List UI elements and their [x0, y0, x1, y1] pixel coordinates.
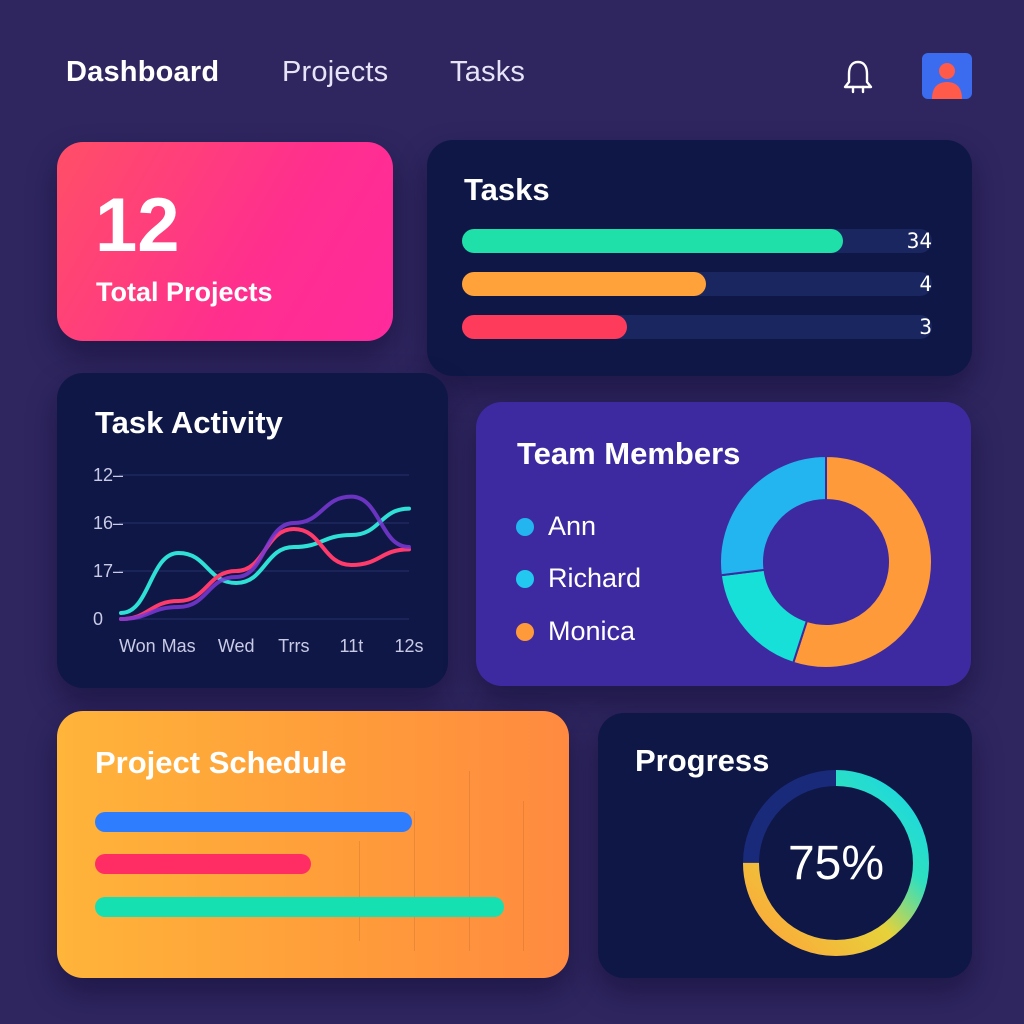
tasks-card-title: Tasks: [464, 172, 550, 207]
activity-x-tick: Trrs: [278, 636, 309, 656]
task-bar-value: 34: [906, 229, 932, 253]
task-activity-card[interactable]: Task Activity 12– 16– 17– 0 Won Mas Wed Trrs 1​1…: [57, 373, 448, 688]
nav-projects[interactable]: Projects: [282, 56, 389, 88]
schedule-bar[interactable]: [95, 854, 311, 874]
task-activity-title: Task Activity: [95, 405, 283, 440]
task-bar-track: [462, 315, 932, 339]
activity-x-tick: Won: [119, 636, 156, 656]
schedule-gridline: [414, 811, 415, 951]
task-bar-value: 3: [919, 315, 932, 339]
team-member-name: Ann: [548, 511, 597, 541]
schedule-gridline: [469, 771, 470, 951]
task-bar-track: [462, 272, 932, 296]
schedule-bar[interactable]: [95, 897, 504, 917]
team-member-monica[interactable]: Monica: [516, 616, 635, 647]
tasks-card[interactable]: Tasks 34 4 3: [427, 140, 972, 376]
team-member-name: Monica: [548, 616, 636, 646]
user-avatar-icon[interactable]: [922, 53, 972, 99]
activity-series-line: [119, 494, 411, 621]
task-bar-fill: [462, 272, 707, 296]
activity-x-tick: Mas: [162, 636, 196, 656]
avatar-svg: [932, 63, 962, 99]
task-activity-chart: 12– 16– 17– 0 Won Mas Wed Trrs 1​1t 1​2s: [93, 465, 424, 656]
team-members-card[interactable]: Team Members Ann Richard Monica: [476, 402, 971, 686]
nav-tasks[interactable]: Tasks: [450, 56, 526, 88]
bell-icon-svg: [843, 60, 873, 94]
activity-y-tick: 17–: [93, 561, 123, 581]
activity-y-tick: 16–: [93, 513, 123, 533]
schedule-bar[interactable]: [95, 812, 412, 832]
activity-y-tick: 0: [93, 609, 103, 629]
team-donut-chart: [719, 454, 933, 669]
nav-dashboard[interactable]: Dashboard: [66, 56, 220, 88]
task-bar-value: 4: [919, 272, 932, 296]
project-schedule-card[interactable]: Project Schedule: [57, 711, 569, 978]
task-bar-fill: [462, 315, 627, 339]
progress-title: Progress: [635, 743, 770, 778]
activity-x-tick: Wed: [218, 636, 255, 656]
project-schedule-title: Project Schedule: [95, 745, 347, 780]
total-projects-value: 12: [95, 183, 180, 268]
team-members-title: Team Members: [517, 436, 741, 471]
total-projects-card[interactable]: 12 Total Projects: [57, 142, 393, 341]
progress-ring-arc: [743, 770, 929, 956]
team-member-ann[interactable]: Ann: [516, 511, 596, 542]
schedule-gridline: [359, 841, 360, 941]
task-bar-fill: [462, 229, 843, 253]
legend-dot: [516, 622, 534, 641]
activity-x-tick: 1​1t: [340, 636, 364, 656]
legend-dot: [516, 517, 534, 536]
team-donut-hole: [764, 500, 888, 624]
progress-ring: [743, 770, 929, 956]
schedule-gridline: [523, 801, 524, 951]
task-bar-track: [462, 229, 932, 253]
activity-x-tick: 1​2s: [394, 636, 423, 656]
progress-value: 75%: [787, 836, 885, 890]
progress-card[interactable]: Progress 75%: [598, 713, 972, 978]
activity-series-line: [119, 526, 411, 621]
legend-dot: [516, 569, 534, 588]
activity-series-line: [119, 506, 411, 615]
bell-icon[interactable]: [838, 58, 878, 98]
total-projects-label: Total Projects: [96, 277, 273, 307]
team-member-richard[interactable]: Richard: [516, 563, 641, 594]
activity-y-tick: 12–: [93, 465, 123, 485]
team-member-name: Richard: [548, 563, 642, 593]
